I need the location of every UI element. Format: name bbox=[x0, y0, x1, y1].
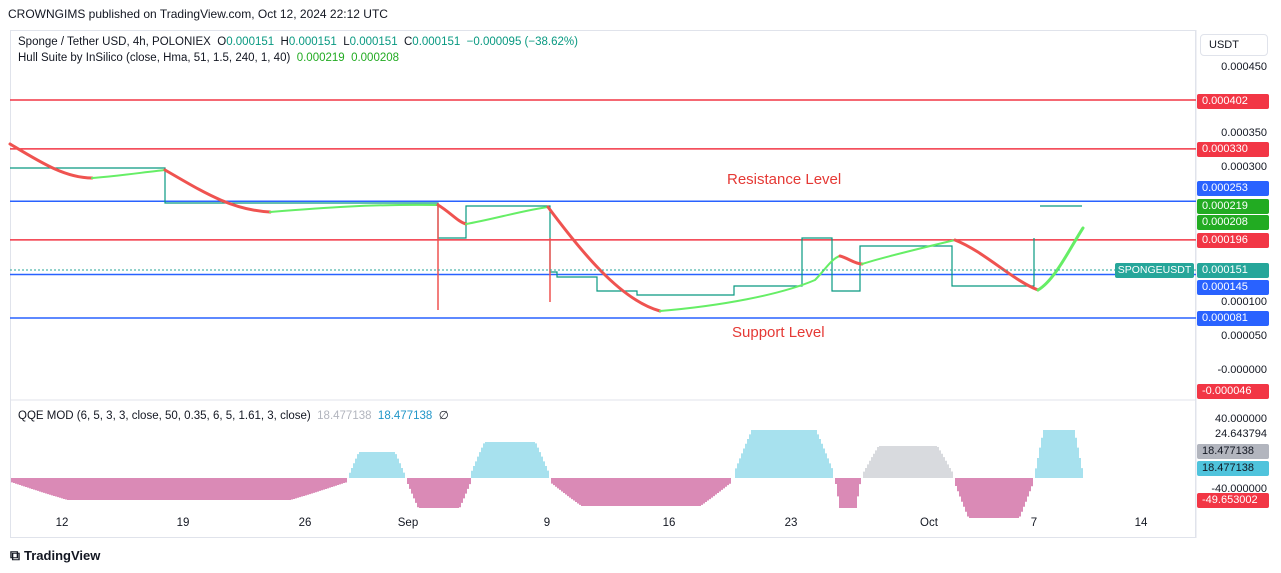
hull-segment-10 bbox=[953, 238, 1040, 292]
x-tick-label: Sep bbox=[397, 517, 419, 529]
price-tag: 0.000208 bbox=[1197, 215, 1269, 230]
resistance-annotation: Resistance Level bbox=[727, 171, 842, 188]
x-tick-label: 26 bbox=[298, 517, 312, 529]
hull-name: Hull Suite by InSilico (close, Hma, 51, … bbox=[18, 52, 291, 64]
hull-segment-9 bbox=[861, 239, 956, 265]
hull-value-1: 0.000219 bbox=[296, 52, 345, 64]
x-tick-label: 19 bbox=[176, 517, 190, 529]
hull-segment-4 bbox=[436, 203, 468, 226]
qqe-legend: QQE MOD (6, 5, 3, 3, close, 50, 0.35, 6,… bbox=[18, 408, 449, 422]
qqe-axis-label: 24.643794 bbox=[1215, 428, 1267, 440]
x-tick-label: 23 bbox=[784, 517, 798, 529]
qqe-axis-label: 18.477138 bbox=[1197, 461, 1269, 476]
tradingview-footer[interactable]: ⧉ TradingView bbox=[10, 547, 100, 564]
open-value: 0.000151 bbox=[226, 36, 275, 48]
qqe-axis-label: -40.000000 bbox=[1211, 483, 1267, 495]
tradingview-logo-icon: ⧉ bbox=[10, 547, 20, 563]
symbol-price-tag: SPONGEUSDT bbox=[1115, 263, 1194, 278]
currency-button[interactable]: USDT bbox=[1200, 34, 1268, 56]
y-tick-label: -0.000000 bbox=[1217, 364, 1267, 376]
hull-segment-0 bbox=[8, 142, 94, 180]
price-tag: 0.000253 bbox=[1197, 181, 1269, 196]
close-value: 0.000151 bbox=[412, 36, 461, 48]
y-tick-label: 0.000050 bbox=[1221, 330, 1267, 342]
hull-segment-1 bbox=[91, 169, 166, 179]
hull-segment-6 bbox=[546, 205, 662, 313]
hull-legend: Hull Suite by InSilico (close, Hma, 51, … bbox=[18, 52, 399, 64]
change-value: −0.000095 (−38.62%) bbox=[466, 36, 578, 48]
hull-segment-8 bbox=[838, 254, 864, 266]
hull-segment-11 bbox=[1036, 226, 1085, 292]
x-tick-label: Oct bbox=[920, 517, 938, 529]
price-tag: -0.000046 bbox=[1197, 384, 1269, 399]
x-tick-label: 16 bbox=[662, 517, 676, 529]
hull-segment-3 bbox=[269, 203, 439, 213]
hull-segment-7 bbox=[659, 255, 841, 312]
price-step-line bbox=[10, 167, 1035, 296]
price-tag: 0.000081 bbox=[1197, 311, 1269, 326]
price-tag: 0.000151 bbox=[1197, 263, 1269, 278]
hull-segment-2 bbox=[163, 168, 272, 214]
low-value: 0.000151 bbox=[349, 36, 398, 48]
y-tick-label: 0.000450 bbox=[1221, 61, 1267, 73]
price-tag: 0.000145 bbox=[1197, 280, 1269, 295]
price-tag: 0.000330 bbox=[1197, 142, 1269, 157]
y-tick-label: 0.000100 bbox=[1221, 296, 1267, 308]
y-tick-label: 0.000300 bbox=[1221, 161, 1267, 173]
price-tag: 0.000196 bbox=[1197, 233, 1269, 248]
qqe-axis-label: 40.000000 bbox=[1215, 413, 1267, 425]
price-tag: 0.000402 bbox=[1197, 94, 1269, 109]
qqe-name: QQE MOD (6, 5, 3, 3, close, 50, 0.35, 6,… bbox=[18, 410, 311, 422]
x-tick-label: 7 bbox=[1030, 517, 1038, 529]
high-value: 0.000151 bbox=[288, 36, 337, 48]
qqe-axis-label: 18.477138 bbox=[1197, 444, 1269, 459]
published-header: CROWNGIMS published on TradingView.com, … bbox=[8, 7, 388, 21]
x-tick-label: 9 bbox=[543, 517, 551, 529]
qqe-symbol: ∅ bbox=[438, 410, 449, 422]
price-tag: 0.000219 bbox=[1197, 199, 1269, 214]
hull-segment-5 bbox=[465, 206, 549, 225]
qqe-value-2: 18.477138 bbox=[377, 410, 433, 422]
x-tick-label: 14 bbox=[1134, 517, 1148, 529]
hull-value-2: 0.000208 bbox=[351, 52, 400, 64]
symbol-legend: Sponge / Tether USD, 4h, POLONIEX O0.000… bbox=[18, 36, 578, 48]
qqe-axis-label: -49.653002 bbox=[1197, 493, 1269, 508]
qqe-value-1: 18.477138 bbox=[317, 410, 372, 422]
x-tick-label: 12 bbox=[55, 517, 69, 529]
symbol-name: Sponge / Tether USD, 4h, POLONIEX bbox=[18, 36, 211, 48]
footer-brand: TradingView bbox=[24, 548, 101, 563]
y-tick-label: 0.000350 bbox=[1221, 127, 1267, 139]
support-annotation: Support Level bbox=[732, 324, 825, 341]
